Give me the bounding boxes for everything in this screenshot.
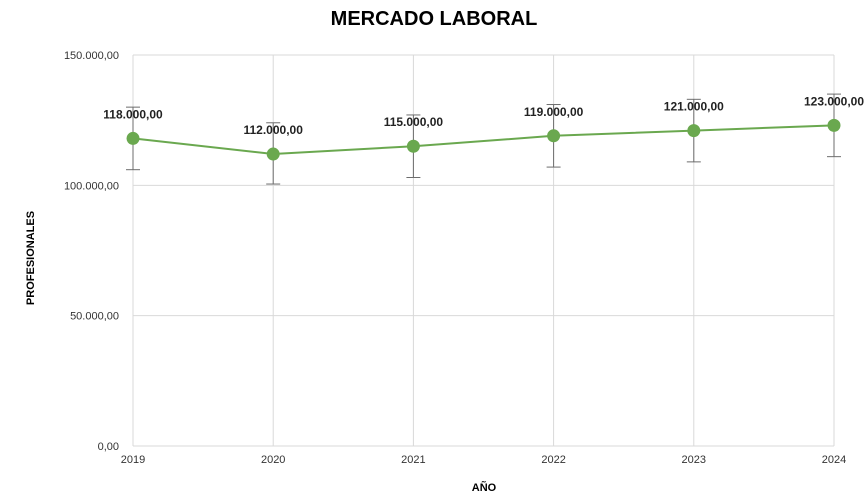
data-point bbox=[406, 139, 420, 153]
data-point bbox=[827, 118, 841, 132]
data-label: 115.000,00 bbox=[384, 115, 444, 129]
y-tick-label: 150.000,00 bbox=[64, 50, 119, 62]
x-tick-label: 2024 bbox=[822, 454, 846, 466]
x-tick-label: 2020 bbox=[261, 454, 285, 466]
y-tick-label: 0,00 bbox=[98, 441, 119, 453]
series-line bbox=[132, 124, 835, 156]
data-point bbox=[547, 129, 561, 143]
x-axis-label: AÑO bbox=[471, 482, 497, 494]
data-point bbox=[266, 147, 280, 161]
data-label: 118.000,00 bbox=[103, 107, 163, 121]
x-tick-label: 2019 bbox=[121, 454, 145, 466]
x-tick-label: 2021 bbox=[401, 454, 425, 466]
y-tick-label: 100.000,00 bbox=[64, 180, 119, 192]
data-label: 123.000,00 bbox=[804, 94, 864, 108]
data-point bbox=[687, 124, 701, 138]
x-tick-label: 2022 bbox=[541, 454, 565, 466]
x-tick-label: 2023 bbox=[682, 454, 706, 466]
y-tick-label: 50.000,00 bbox=[70, 311, 119, 323]
data-point bbox=[126, 131, 140, 145]
chart-title: MERCADO LABORAL bbox=[330, 8, 538, 30]
data-label: 112.000,00 bbox=[243, 123, 303, 137]
data-label: 121.000,00 bbox=[664, 100, 724, 114]
data-label: 119.000,00 bbox=[524, 105, 584, 119]
